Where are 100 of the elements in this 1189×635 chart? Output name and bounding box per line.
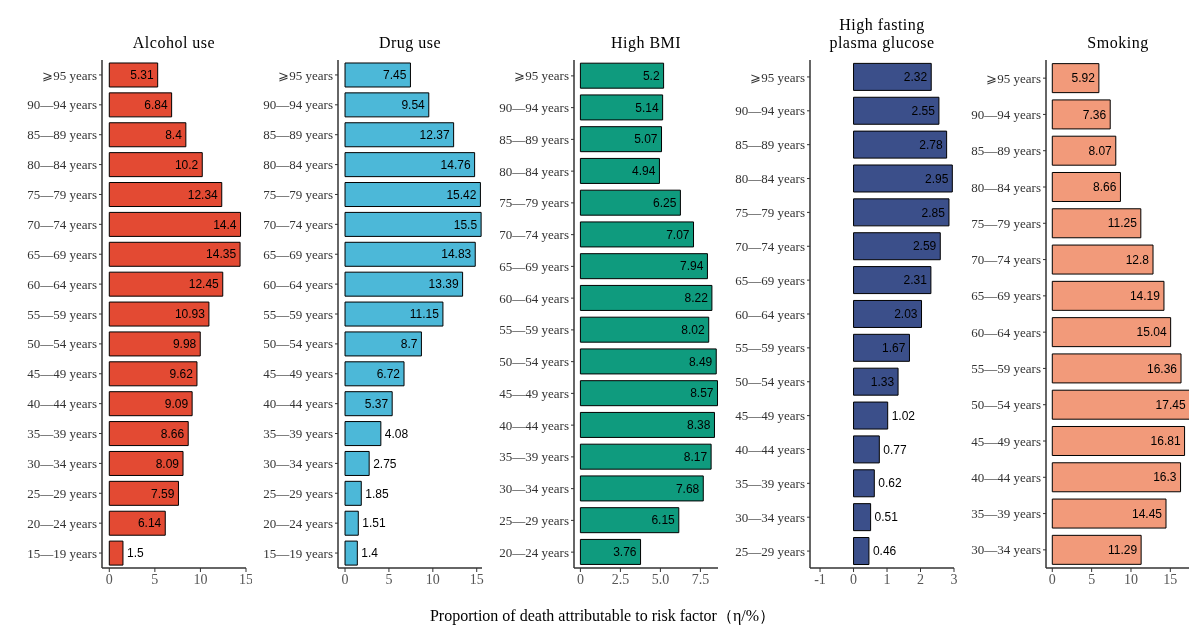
- bar: [1051, 171, 1121, 202]
- y-tick-label: 45—49 years: [499, 385, 569, 401]
- data-label: 2.31: [903, 273, 928, 288]
- bar: [579, 62, 665, 89]
- y-tick-label: 80—84 years: [263, 157, 333, 173]
- y-tick-label: 70—74 years: [27, 216, 97, 232]
- data-label: 7.36: [1082, 107, 1107, 122]
- y-tick-label: 45—49 years: [263, 366, 333, 382]
- data-label: 14.4: [213, 217, 237, 232]
- data-label: 4.94: [632, 164, 656, 179]
- y-tick-label: 35—39 years: [27, 426, 97, 442]
- y-tick-label: 40—44 years: [27, 396, 97, 412]
- data-label: 5.14: [635, 100, 659, 115]
- bar: [579, 507, 680, 534]
- x-tick-label: 2.5: [611, 571, 630, 587]
- y-tick-label: 30—34 years: [263, 456, 333, 472]
- y-tick-label: 20—24 years: [499, 544, 569, 560]
- chart-title: Alcohol use: [131, 34, 217, 52]
- data-label: 12.8: [1125, 252, 1150, 267]
- x-axis-title: Proportion of death attributable to risk factor（η/%）: [428, 606, 777, 626]
- y-tick-label: 45—49 years: [971, 433, 1041, 449]
- y-tick-label: 90—94 years: [499, 100, 569, 116]
- data-label: 2.95: [924, 171, 949, 186]
- bar: [853, 537, 870, 566]
- data-label: 7.59: [151, 486, 175, 501]
- data-label: 14.83: [441, 247, 472, 262]
- y-tick-label: 70—74 years: [735, 238, 805, 254]
- y-tick-label: 90—94 years: [263, 97, 333, 113]
- x-tick-label: 0: [1048, 571, 1056, 587]
- data-label: 8.66: [1093, 180, 1117, 195]
- y-tick-label: 30—34 years: [971, 542, 1041, 558]
- bar: [579, 348, 717, 375]
- bar: [344, 301, 444, 327]
- data-label: 2.55: [911, 103, 936, 118]
- y-tick-label: 60—64 years: [263, 276, 333, 292]
- y-tick-label: 70—74 years: [263, 216, 333, 232]
- data-label: 8.57: [690, 386, 714, 401]
- bar: [344, 421, 382, 447]
- y-tick-label: 60—64 years: [735, 306, 805, 322]
- bar: [853, 266, 932, 295]
- chart-title: High fasting plasma glucose: [828, 16, 936, 52]
- data-label: 8.17: [683, 449, 708, 464]
- data-label: 2.78: [919, 137, 943, 152]
- y-tick-label: 15—19 years: [27, 545, 97, 561]
- y-tick-label: 80—84 years: [499, 163, 569, 179]
- bar: [344, 182, 481, 208]
- data-label: 8.22: [684, 291, 709, 306]
- y-tick-label: 40—44 years: [735, 442, 805, 458]
- data-label: 1.67: [882, 341, 906, 356]
- data-label: 5.31: [130, 68, 155, 83]
- bar: [344, 361, 405, 387]
- bar: [579, 126, 663, 153]
- data-label: 8.49: [688, 354, 713, 369]
- y-tick-label: 60—64 years: [971, 324, 1041, 340]
- data-label: 1.5: [126, 546, 144, 561]
- y-tick-label: 90—94 years: [971, 107, 1041, 123]
- bar: [853, 469, 875, 498]
- data-label: 15.5: [453, 217, 478, 232]
- y-tick-label: 85—89 years: [499, 131, 569, 147]
- data-label: 12.45: [188, 277, 220, 292]
- y-tick-label: 25—29 years: [27, 485, 97, 501]
- x-tick-label: 0: [576, 571, 584, 587]
- y-tick-label: 40—44 years: [499, 417, 569, 433]
- bar: [108, 182, 223, 208]
- bar: [108, 450, 184, 476]
- data-label: 6.15: [651, 513, 676, 528]
- bar: [108, 331, 201, 357]
- bar: [108, 62, 159, 88]
- data-label: 15.04: [1136, 325, 1167, 340]
- bar: [853, 62, 932, 91]
- y-tick-label: 85—89 years: [27, 127, 97, 143]
- bar: [344, 62, 411, 88]
- data-label: 2.59: [912, 239, 937, 254]
- y-tick-label: 25—29 years: [263, 485, 333, 501]
- data-label: 5.07: [634, 132, 658, 147]
- y-tick-label: 35—39 years: [971, 506, 1041, 522]
- bar: [1051, 534, 1142, 565]
- bar: [1051, 244, 1154, 275]
- bar: [344, 211, 482, 237]
- data-label: 9.54: [401, 98, 426, 113]
- bar: [579, 284, 713, 311]
- bar: [108, 122, 187, 148]
- y-tick-label: 50—54 years: [27, 336, 97, 352]
- y-tick-label: 55—59 years: [499, 322, 569, 338]
- y-tick-label: 85—89 years: [971, 143, 1041, 159]
- bar: [853, 299, 923, 328]
- y-tick-label: 75—79 years: [735, 205, 805, 221]
- y-tick-label: 40—44 years: [971, 469, 1041, 485]
- y-tick-label: ⩾95 years: [42, 67, 97, 83]
- y-tick-label: 45—49 years: [735, 408, 805, 424]
- y-tick-label: ⩾95 years: [514, 68, 569, 84]
- y-tick-label: 30—34 years: [27, 456, 97, 472]
- data-label: 7.68: [675, 481, 700, 496]
- x-tick-label: 1: [883, 571, 891, 587]
- data-label: 6.84: [144, 98, 168, 113]
- y-tick-label: 65—69 years: [499, 258, 569, 274]
- x-tick-label: 10: [425, 571, 440, 587]
- data-label: 8.38: [687, 418, 711, 433]
- y-tick-label: 75—79 years: [971, 215, 1041, 231]
- bar: [579, 157, 660, 184]
